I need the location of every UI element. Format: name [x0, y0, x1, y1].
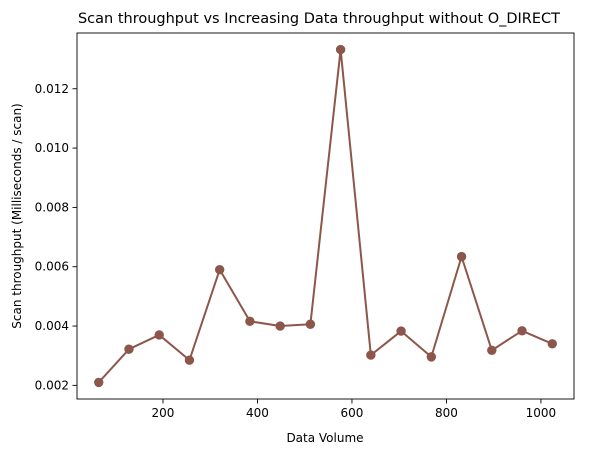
data-point — [517, 326, 527, 336]
data-point — [184, 355, 195, 365]
data-point — [275, 321, 285, 331]
x-tick-label: 400 — [246, 406, 269, 420]
data-point — [426, 352, 437, 362]
y-tick-label: 0.004 — [35, 319, 69, 333]
series-line — [97, 48, 553, 384]
data-point — [245, 316, 255, 326]
y-tick-label: 0.008 — [35, 200, 69, 214]
y-tick-label: 0.006 — [35, 260, 69, 274]
data-point — [94, 377, 104, 388]
series-layer — [94, 44, 557, 388]
data-point — [124, 344, 134, 354]
data-point — [547, 339, 557, 349]
y-axis-ticks: 0.002 0.004 0.006 0.008 0.010 0.012 — [35, 82, 77, 392]
data-point — [335, 44, 346, 55]
data-point — [366, 350, 376, 360]
y-tick-label: 0.002 — [35, 378, 69, 392]
chart-title: Scan throughput vs Increasing Data throu… — [78, 11, 560, 27]
data-point — [214, 264, 225, 275]
y-tick-label: 0.012 — [35, 82, 69, 96]
y-tick-label: 0.010 — [35, 141, 69, 155]
plot-area: 200 400 600 800 1000 0.0020.0040.0060.0080.0… — [35, 32, 575, 420]
x-tick-label: 1000 — [526, 406, 557, 420]
plot-frame — [76, 32, 575, 400]
data-point — [396, 326, 406, 336]
x-axis-ticks: 200 400 600 800 1000 — [152, 399, 557, 420]
x-tick-label: 200 — [152, 406, 175, 420]
data-point — [456, 251, 467, 262]
data-point — [154, 330, 164, 340]
data-point — [305, 319, 316, 329]
x-tick-label: 800 — [435, 406, 458, 420]
x-axis-label: Data Volume — [286, 431, 363, 445]
x-tick-label: 600 — [341, 406, 364, 420]
data-point — [487, 345, 497, 356]
y-axis-label: Scan throughput (Milliseconds / scan) — [10, 103, 24, 328]
